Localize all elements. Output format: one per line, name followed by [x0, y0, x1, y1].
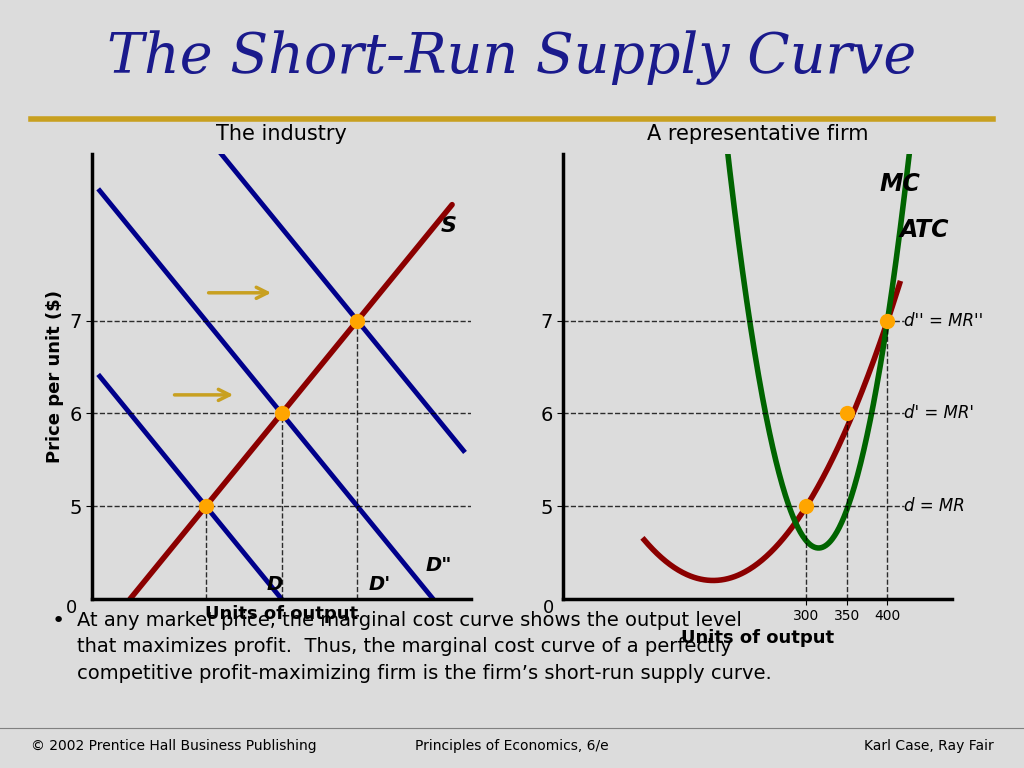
- Text: © 2002 Prentice Hall Business Publishing: © 2002 Prentice Hall Business Publishing: [31, 739, 316, 753]
- Text: S: S: [440, 217, 457, 237]
- Text: Karl Case, Ray Fair: Karl Case, Ray Fair: [863, 739, 993, 753]
- Text: d = MR: d = MR: [904, 497, 965, 515]
- Y-axis label: Price per unit ($): Price per unit ($): [46, 290, 63, 463]
- Title: A representative firm: A representative firm: [647, 124, 868, 144]
- Text: 0: 0: [543, 599, 554, 617]
- X-axis label: Units of output: Units of output: [681, 629, 835, 647]
- Text: •: •: [51, 611, 65, 631]
- Text: D': D': [369, 574, 391, 594]
- Text: Principles of Economics, 6/e: Principles of Economics, 6/e: [415, 739, 609, 753]
- Text: MC: MC: [880, 172, 921, 196]
- Text: The Short-Run Supply Curve: The Short-Run Supply Curve: [108, 31, 916, 85]
- Text: d' = MR': d' = MR': [904, 405, 974, 422]
- Text: D: D: [266, 574, 283, 594]
- Text: 0: 0: [66, 599, 77, 617]
- Text: ATC: ATC: [900, 218, 949, 242]
- Text: competitive profit-maximizing firm is the firm’s short-run supply curve.: competitive profit-maximizing firm is th…: [77, 664, 771, 684]
- Text: that maximizes profit.  Thus, the marginal cost curve of a perfectly: that maximizes profit. Thus, the margina…: [77, 637, 731, 657]
- Title: The industry: The industry: [216, 124, 347, 144]
- Text: D": D": [426, 556, 452, 575]
- X-axis label: Units of output: Units of output: [205, 604, 358, 623]
- Text: At any market price, the marginal cost curve shows the output level: At any market price, the marginal cost c…: [77, 611, 741, 630]
- Text: d'' = MR'': d'' = MR'': [904, 312, 983, 329]
